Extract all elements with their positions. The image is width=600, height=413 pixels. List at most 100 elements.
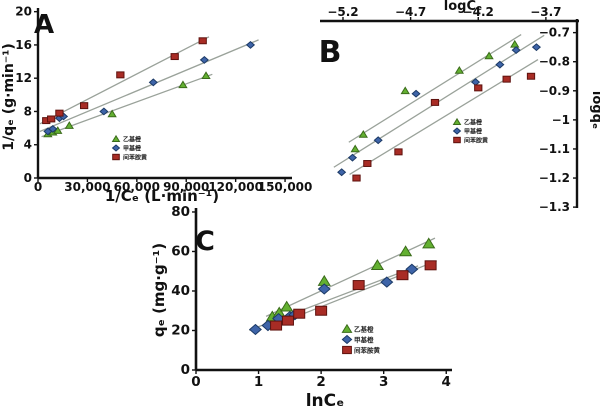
data-point-triangle	[484, 51, 494, 60]
data-point-triangle	[358, 129, 368, 138]
panel-letter: C	[195, 226, 215, 257]
data-point-diamond	[48, 124, 58, 133]
x-tick-label: 4	[442, 374, 451, 390]
y-tick-label: −0.7	[539, 26, 570, 40]
data-point-square	[352, 280, 365, 291]
data-point-triangle	[107, 109, 117, 118]
x-tick-label: −3.7	[530, 5, 561, 19]
data-point-square	[424, 260, 437, 271]
x-tick-label: 150,000	[258, 180, 313, 194]
data-point-square	[315, 305, 328, 316]
data-point-square	[112, 153, 120, 161]
x-tick-label: 60,000	[114, 180, 160, 194]
data-point-triangle	[370, 259, 385, 271]
data-point-diamond	[341, 334, 353, 345]
data-point-triangle	[53, 126, 63, 134]
x-tick-label: 30,000	[64, 180, 110, 194]
data-point-diamond	[99, 107, 109, 116]
data-point-diamond	[317, 283, 331, 295]
data-point-square	[430, 98, 440, 106]
data-point-triangle	[64, 121, 74, 129]
y-tick-label: 80	[171, 204, 190, 220]
data-point-square	[281, 315, 294, 326]
data-point-triangle	[111, 134, 121, 143]
data-point-square	[396, 270, 409, 281]
x-tick-label: −4.2	[463, 5, 494, 19]
legend-label-3: 间苯胺黄	[464, 137, 488, 145]
data-point-diamond	[373, 136, 383, 145]
data-point-square	[198, 37, 207, 45]
legend-label-3: 间苯胺黄	[354, 346, 381, 355]
y-tick-label: 0	[181, 362, 190, 378]
y-tick-label: 20	[15, 5, 32, 19]
data-point-square	[342, 345, 352, 355]
data-point-diamond	[111, 144, 121, 152]
data-point-diamond	[531, 43, 541, 52]
y-tick-label: −0.8	[539, 55, 570, 69]
data-point-triangle	[452, 117, 462, 126]
data-point-diamond	[199, 55, 209, 64]
legend-label-3: 间苯胺黄	[123, 154, 147, 162]
data-point-diamond	[245, 40, 256, 49]
data-point-square	[170, 53, 179, 61]
data-point-diamond	[405, 263, 419, 275]
data-point-diamond	[347, 153, 358, 162]
data-point-diamond	[337, 168, 347, 177]
data-point-diamond	[380, 276, 394, 288]
legend-label-2: 甲基橙	[354, 335, 374, 344]
data-point-diamond	[411, 89, 421, 98]
y-tick-label: 12	[15, 71, 32, 85]
x-tick-label: 2	[316, 374, 325, 390]
y-tick-label: 16	[15, 38, 32, 52]
y-tick-label: −1	[552, 113, 570, 127]
trend-line	[39, 36, 210, 125]
trend-line	[265, 237, 436, 317]
data-point-diamond	[148, 78, 158, 87]
data-point-triangle	[280, 300, 294, 312]
data-point-square	[394, 148, 403, 156]
y-axis-title: logqₑ	[589, 91, 600, 129]
data-point-triangle	[178, 80, 188, 89]
data-point-triangle	[422, 237, 436, 249]
y-tick-label: −0.9	[539, 84, 570, 98]
y-axis-title: 1/qₑ (g·min⁻¹)	[1, 43, 17, 150]
x-tick-label: −4.7	[395, 5, 426, 19]
data-point-square	[526, 72, 536, 80]
panel-letter: B	[319, 35, 342, 70]
data-point-diamond	[452, 127, 462, 135]
y-tick-label: −1.2	[539, 171, 570, 185]
x-tick-label: 0	[34, 180, 42, 194]
data-point-diamond	[511, 46, 521, 55]
y-tick-label: 8	[24, 104, 32, 118]
data-point-square	[502, 75, 511, 83]
y-tick-label: −1.1	[539, 142, 570, 156]
x-tick-label: 120,000	[208, 180, 263, 194]
y-tick-label: 20	[171, 322, 190, 338]
x-axis-title: 1/Cₑ (L·min⁻¹)	[105, 187, 219, 205]
x-axis-title: logCₑ	[444, 0, 482, 14]
y-tick-label: 0	[24, 171, 32, 185]
legend-label-2: 甲基橙	[123, 145, 142, 153]
y-tick-label: 40	[171, 283, 190, 299]
x-tick-label: 90,000	[163, 180, 209, 194]
data-point-square	[55, 109, 64, 117]
panel-letter: A	[34, 10, 54, 40]
y-tick-label: 60	[171, 243, 190, 259]
data-point-square	[47, 115, 56, 123]
chart-panel-B: −5.2 −4.7 −4.2 −3.7 −0.7 −0.8 −0.9 −1 −1.1 −1.2 −1…	[319, 0, 600, 214]
x-tick-label: 0	[191, 374, 200, 390]
legend-label-1: 乙基橙	[464, 119, 483, 127]
data-point-triangle	[341, 323, 353, 333]
data-point-square	[453, 136, 461, 144]
data-point-triangle	[398, 245, 413, 257]
x-axis-title: lnCₑ	[306, 391, 345, 411]
trend-line	[348, 34, 522, 143]
legend-label-2: 甲基橙	[464, 128, 483, 136]
x-tick-label: −5.2	[327, 5, 358, 19]
data-point-square	[116, 71, 125, 79]
data-point-square	[363, 160, 372, 167]
legend-label-1: 乙基橙	[354, 325, 374, 334]
